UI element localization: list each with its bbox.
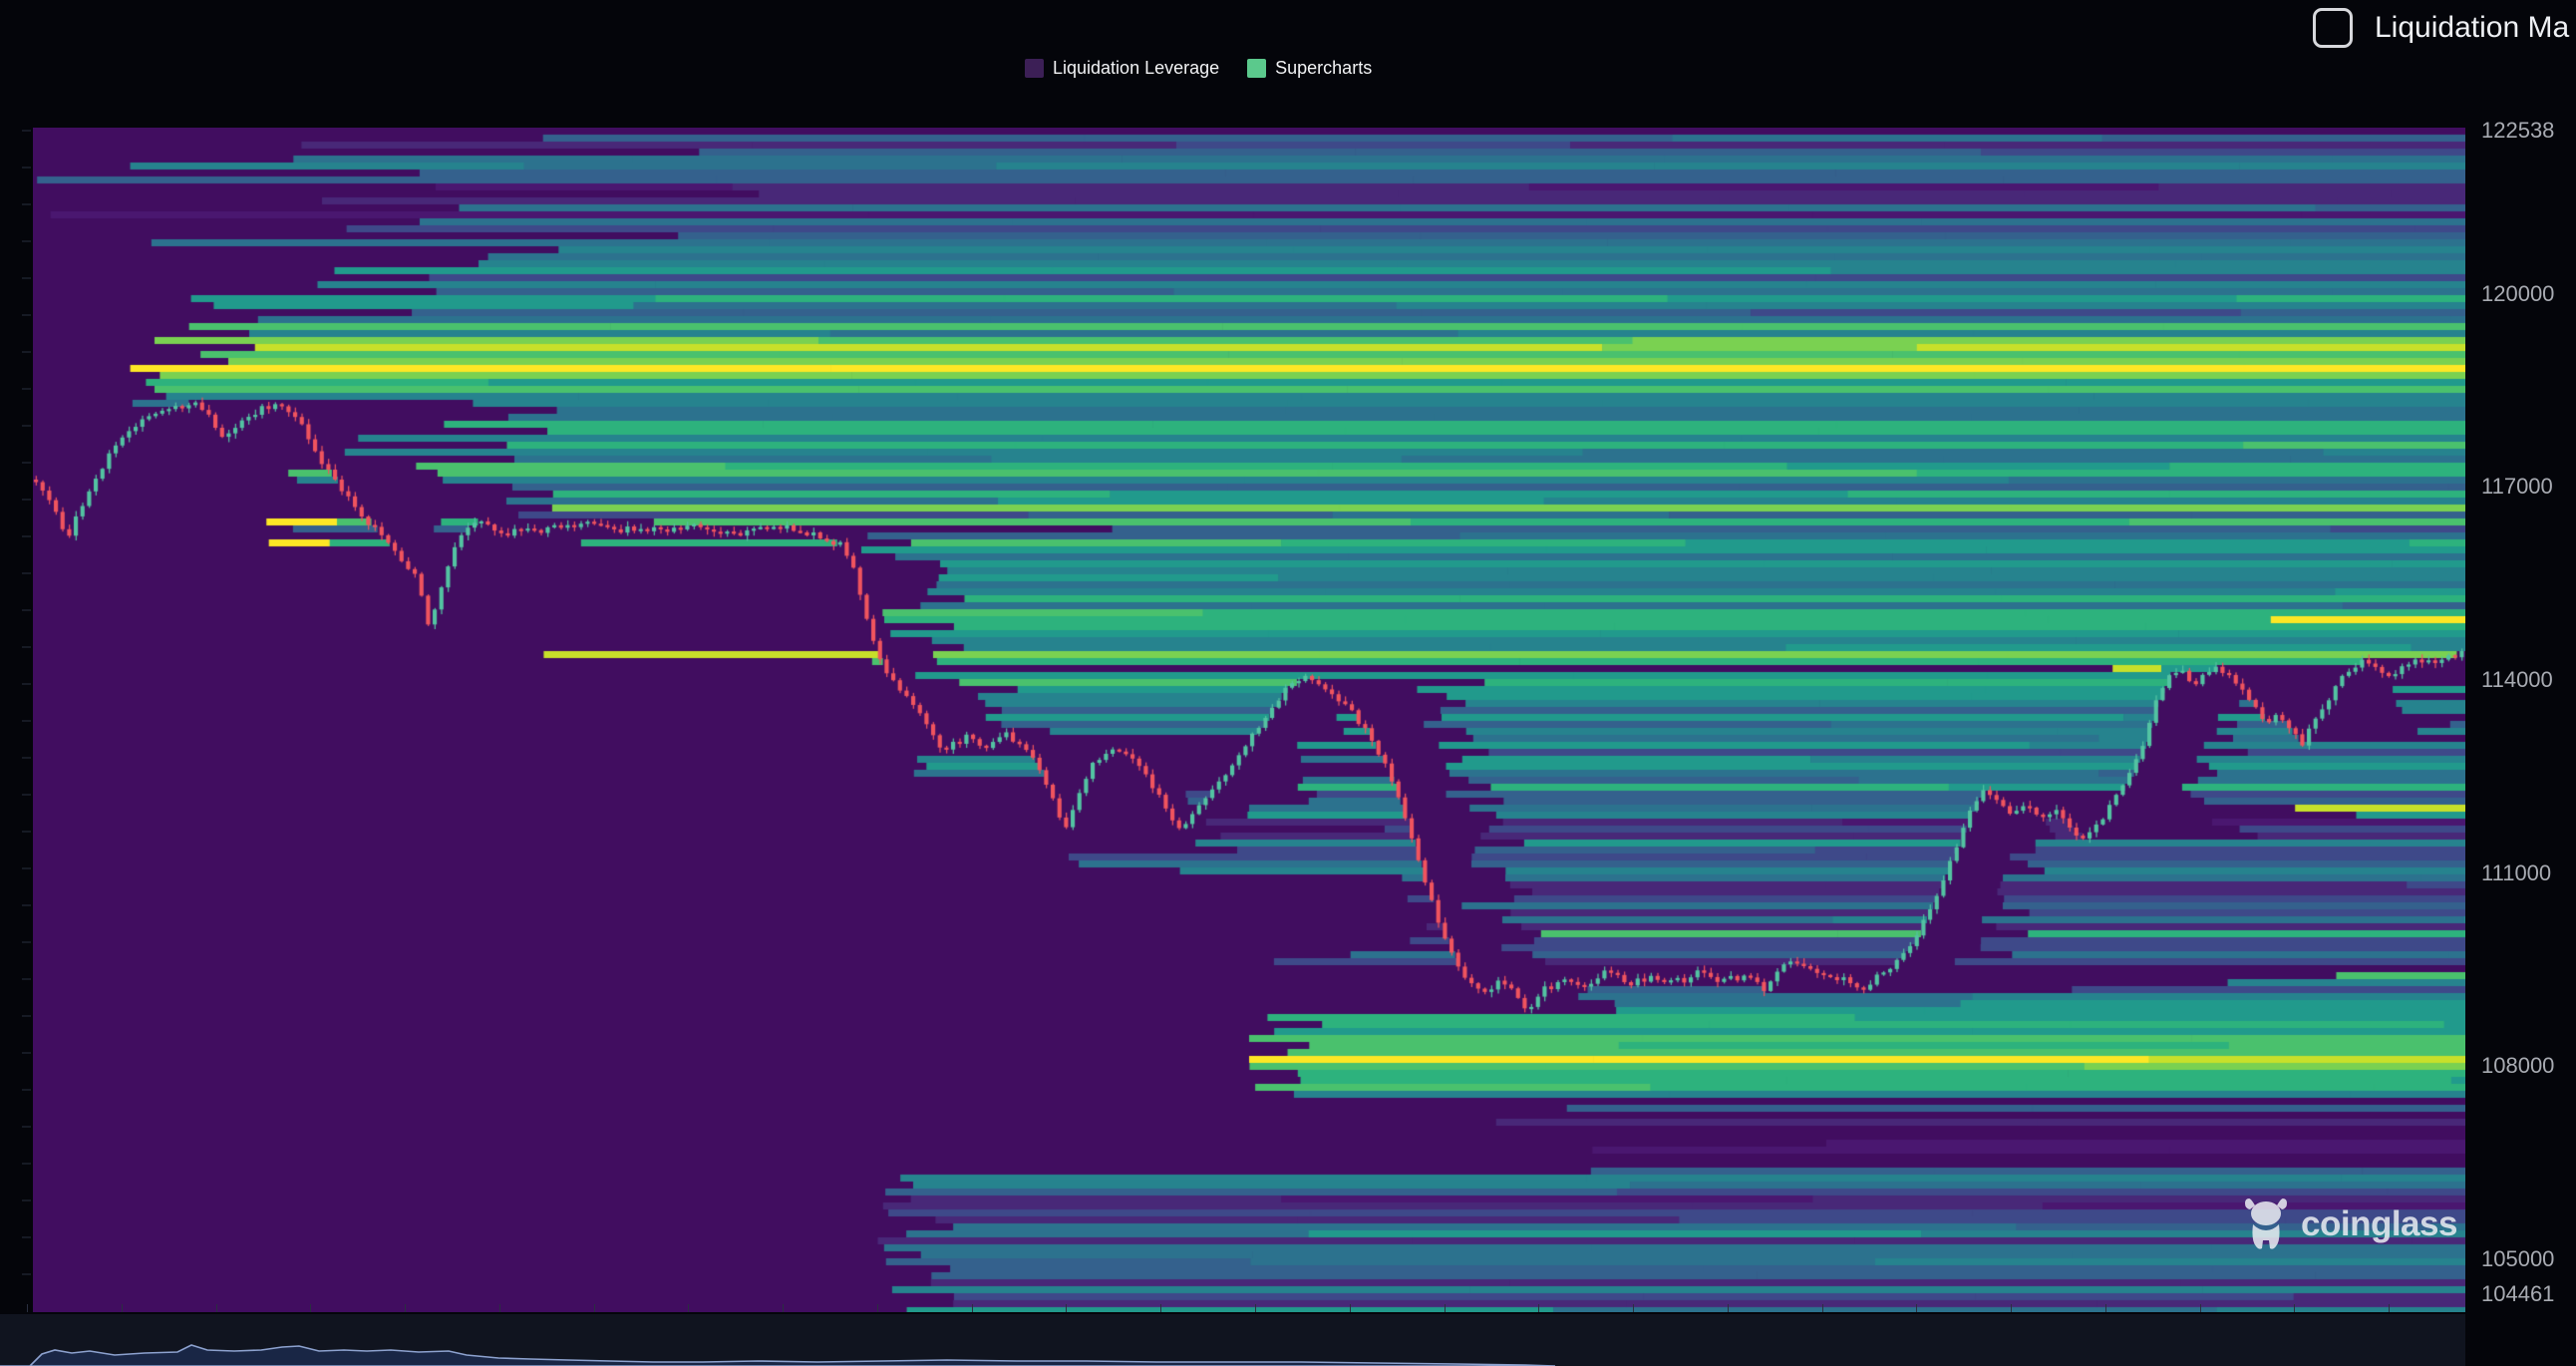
date-axis-tick: [1160, 1304, 1162, 1312]
date-axis-tick: [783, 1304, 785, 1312]
date-axis-tick: [121, 1304, 123, 1312]
date-axis-tick: [593, 1304, 595, 1312]
price-axis-label: 114000: [2481, 667, 2553, 693]
legend-item-liquidation-leverage[interactable]: Liquidation Leverage: [1025, 58, 1219, 79]
checkbox-icon[interactable]: [2313, 8, 2353, 48]
date-axis-tick: [2199, 1304, 2201, 1312]
date-axis-tick: [2104, 1304, 2106, 1312]
date-axis-tick: [1633, 1304, 1635, 1312]
date-axis-tick: [1727, 1304, 1729, 1312]
liquidation-heatmap-chart[interactable]: [33, 128, 2465, 1312]
date-axis-tick: [2389, 1304, 2391, 1312]
date-axis-tick: [2011, 1304, 2013, 1312]
price-axis-label: 111000: [2481, 859, 2552, 885]
liquidation-map-toggle[interactable]: Liquidation Ma: [2313, 8, 2569, 48]
legend-label: Supercharts: [1275, 58, 1373, 78]
date-axis-tick: [1444, 1304, 1446, 1312]
volume-silhouette: [0, 1344, 1556, 1366]
coinglass-watermark: coinglass: [2243, 1196, 2457, 1252]
date-axis-tick: [1255, 1304, 1256, 1312]
coinglass-bull-icon: [2245, 1198, 2287, 1249]
date-axis-tick: [1349, 1304, 1351, 1312]
price-axis-label: 117000: [2481, 474, 2553, 500]
date-axis-tick: [27, 1304, 28, 1312]
price-axis-label: 104461: [2481, 1280, 2555, 1306]
date-axis-tick: [498, 1304, 500, 1312]
liquidation-map-toggle-label: Liquidation Ma: [2375, 11, 2570, 44]
chart-legend: Liquidation Leverage Supercharts: [1025, 58, 1372, 79]
watermark-text: coinglass: [2301, 1204, 2457, 1243]
price-axis-label: 122538: [2481, 118, 2555, 143]
date-axis-tick: [876, 1304, 878, 1312]
date-axis-tick: [1916, 1304, 1918, 1312]
date-axis-tick: [1821, 1304, 1823, 1312]
date-axis-strip: [0, 1314, 2465, 1366]
date-axis-tick: [1066, 1304, 1068, 1312]
date-axis-tick: [688, 1304, 690, 1312]
price-axis-label: 105000: [2481, 1246, 2555, 1272]
legend-label: Liquidation Leverage: [1053, 58, 1220, 78]
date-axis-tick: [1538, 1304, 1540, 1312]
date-axis-tick: [2294, 1304, 2296, 1312]
price-axis-label: 108000: [2481, 1053, 2555, 1079]
date-axis-tick: [405, 1304, 407, 1312]
date-axis-tick: [215, 1304, 217, 1312]
left-axis-ticks: [22, 130, 31, 1306]
date-axis-tick: [971, 1304, 973, 1312]
liquidation-leverage-swatch-icon: [1025, 59, 1044, 78]
supercharts-swatch-icon: [1247, 59, 1267, 78]
legend-item-supercharts[interactable]: Supercharts: [1247, 58, 1372, 79]
date-axis-tick: [310, 1304, 312, 1312]
price-axis-label: 120000: [2481, 280, 2555, 306]
